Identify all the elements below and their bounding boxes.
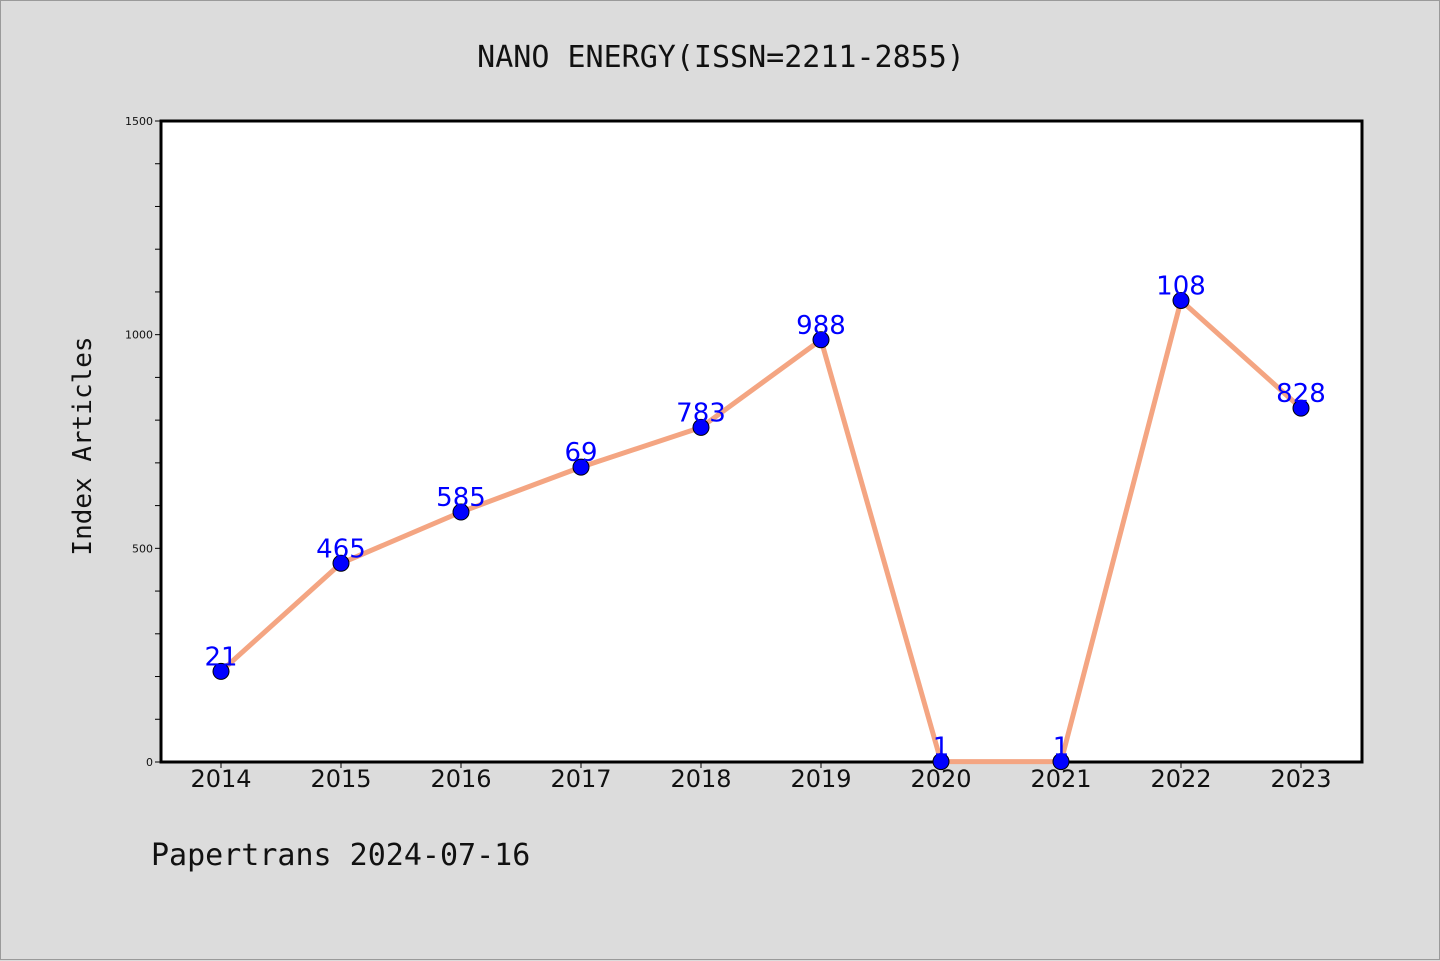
data-point xyxy=(1292,399,1310,417)
data-point xyxy=(932,753,950,771)
footer-credit: Papertrans 2024-07-16 xyxy=(151,838,530,873)
chart-title: NANO ENERGY(ISSN=2211-2855) xyxy=(477,40,965,75)
data-point xyxy=(1172,291,1190,309)
data-label: 988 xyxy=(796,311,846,341)
x-tick-label: 2015 xyxy=(310,765,371,793)
x-tick-label: 2017 xyxy=(550,765,611,793)
x-tick-label: 2016 xyxy=(430,765,491,793)
data-label: 783 xyxy=(676,398,726,428)
x-tick-label: 2019 xyxy=(790,765,851,793)
x-tick-label: 2014 xyxy=(190,765,251,793)
x-tick-label: 2018 xyxy=(670,765,731,793)
series-line xyxy=(218,297,1304,765)
data-point xyxy=(332,554,350,572)
data-label: 69 xyxy=(564,438,597,468)
data-point xyxy=(452,503,470,521)
y-tick-label: 0 xyxy=(146,756,153,769)
data-label: 21 xyxy=(204,642,237,672)
data-label: 1 xyxy=(1053,733,1070,763)
plot-area xyxy=(159,119,1364,764)
y-axis-ticks: 0 500 1000 1500 xyxy=(125,115,161,769)
data-point xyxy=(212,662,230,680)
data-label: 585 xyxy=(436,483,486,513)
data-label: 465 xyxy=(316,534,366,564)
y-tick-label: 1000 xyxy=(125,329,153,342)
data-label: 1 xyxy=(933,733,950,763)
x-axis-ticks: 2014 2015 2016 2017 2018 2019 2020 2021 2022 2023 xyxy=(190,762,1332,793)
y-tick-label: 500 xyxy=(132,542,153,555)
x-tick-label: 2023 xyxy=(1270,765,1331,793)
data-point xyxy=(572,458,590,476)
series-group xyxy=(212,291,1310,771)
data-label: 108 xyxy=(1156,271,1206,301)
y-tick-label: 1500 xyxy=(125,115,153,128)
data-point xyxy=(1052,753,1070,771)
data-label: 828 xyxy=(1276,379,1326,409)
y-axis-label: Index Articles xyxy=(68,336,98,555)
data-point xyxy=(812,331,830,349)
data-labels-group: 21 465 585 69 783 988 1 1 108 828 xyxy=(204,271,1325,762)
data-point xyxy=(692,418,710,436)
x-tick-label: 2022 xyxy=(1150,765,1211,793)
